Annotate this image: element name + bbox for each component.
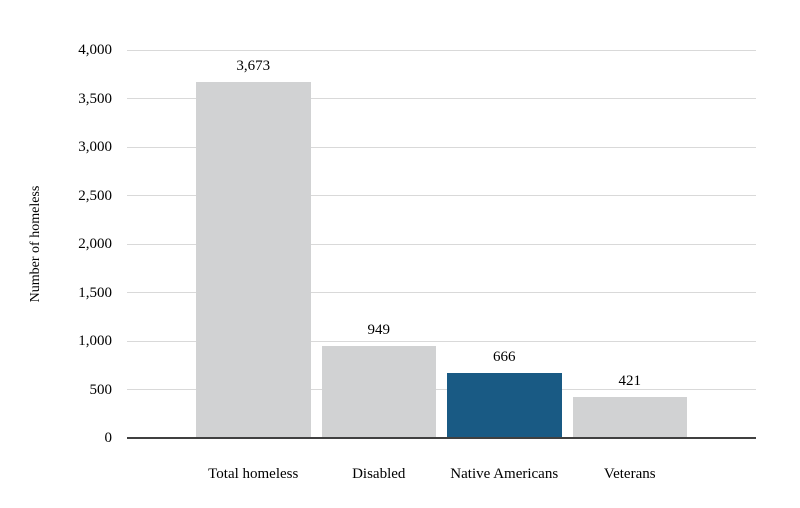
bar-veterans	[572, 397, 687, 438]
x-category-label-veterans: Veterans	[603, 466, 656, 482]
gridline-1500	[127, 292, 756, 293]
y-tick-label-2000: 2,000	[78, 236, 112, 252]
bar-disabled	[321, 345, 436, 438]
bar-value-label-disabled: 949	[367, 321, 391, 338]
gridline-2000	[127, 243, 756, 245]
bar-value-label-total-homeless: 3,673	[236, 57, 271, 74]
gridline-3500	[127, 98, 756, 99]
y-tick-label-2500: 2,500	[78, 187, 112, 204]
bar-total-homeless	[196, 81, 311, 438]
gridline-2500	[127, 195, 756, 196]
gridline-500	[127, 389, 756, 390]
gridline-4000	[127, 49, 756, 51]
x-category-label-disabled: Disabled	[352, 466, 406, 482]
x-category-label-native-americans: Native Americans	[450, 466, 559, 482]
y-tick-label-1500: 1,500	[78, 284, 112, 301]
bar-native-americans	[447, 373, 562, 438]
gridline-3000	[127, 146, 756, 148]
x-category-label-total-homeless: Total homeless	[208, 466, 299, 482]
bar-value-label-veterans: 421	[618, 373, 642, 390]
gridline-1000	[127, 340, 756, 342]
y-tick-label-4000: 4,000	[78, 42, 112, 58]
y-tick-label-0: 0	[104, 430, 113, 446]
y-tick-label-3000: 3,000	[78, 139, 112, 155]
plot-area	[127, 49, 756, 439]
y-tick-label-500: 500	[89, 381, 113, 398]
bar-value-label-native-americans: 666	[493, 349, 516, 366]
y-tick-label-3500: 3,500	[78, 90, 112, 107]
y-tick-label-1000: 1,000	[78, 333, 112, 349]
x-axis-line	[127, 437, 756, 439]
